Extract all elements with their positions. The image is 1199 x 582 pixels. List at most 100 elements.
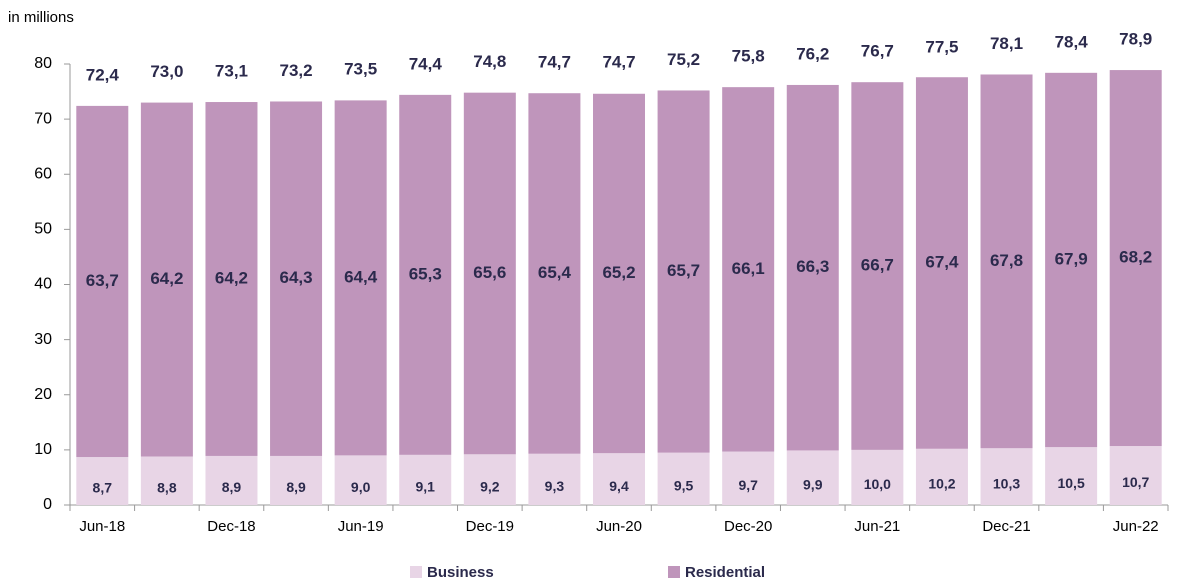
data-label: 9,4 — [609, 478, 629, 494]
data-label: 8,8 — [157, 479, 177, 495]
bar-segment — [786, 450, 839, 505]
total-label: 74,4 — [409, 54, 443, 73]
data-label: 10,0 — [864, 476, 891, 492]
total-label: 75,2 — [667, 50, 700, 69]
data-label: 10,3 — [993, 475, 1020, 491]
data-label: 66,3 — [796, 257, 829, 276]
total-label: 73,2 — [280, 61, 313, 80]
data-label: 64,2 — [150, 269, 183, 288]
bar-segment — [399, 94, 452, 455]
data-label: 8,9 — [222, 479, 242, 495]
y-tick-label: 10 — [34, 441, 52, 458]
bar-segment — [1045, 447, 1098, 505]
bar-segment — [76, 105, 129, 458]
bar-segment — [1109, 446, 1162, 505]
data-label: 65,7 — [667, 261, 700, 280]
legend-label: Residential — [685, 564, 765, 581]
y-tick-label: 30 — [34, 331, 52, 348]
total-label: 73,0 — [150, 62, 183, 81]
bar-segment — [851, 82, 904, 450]
bar-segment — [915, 448, 968, 505]
data-label: 64,4 — [344, 267, 378, 286]
data-label: 64,2 — [215, 268, 248, 287]
data-label: 64,3 — [280, 268, 313, 287]
bar-segment — [334, 455, 387, 505]
bar-segment — [399, 454, 452, 505]
bar-segment — [851, 449, 904, 505]
bar-segment — [1045, 72, 1098, 448]
x-tick-label: Jun-22 — [1113, 518, 1159, 535]
data-label: 65,3 — [409, 264, 442, 283]
data-label: 8,9 — [286, 479, 306, 495]
bar-segment — [463, 454, 516, 505]
bar-segment — [205, 102, 258, 456]
legend-label: Business — [427, 564, 494, 581]
y-tick-label: 50 — [34, 221, 52, 238]
bar-segment — [270, 455, 323, 505]
data-label: 9,1 — [416, 479, 436, 495]
data-label: 9,7 — [738, 477, 758, 493]
total-label: 74,8 — [473, 52, 506, 71]
x-tick-label: Jun-21 — [854, 518, 900, 535]
data-label: 66,7 — [861, 256, 894, 275]
bar-segment — [1109, 70, 1162, 447]
bar-segment — [980, 448, 1033, 505]
total-label: 73,5 — [344, 59, 377, 78]
bar-segment — [722, 451, 775, 505]
total-label: 74,7 — [538, 53, 571, 72]
bar-segment — [980, 74, 1033, 449]
total-label: 73,1 — [215, 62, 248, 81]
total-label: 76,2 — [796, 44, 829, 63]
data-label: 65,6 — [473, 263, 506, 282]
x-tick-label: Jun-18 — [79, 518, 125, 535]
bar-segment — [528, 453, 581, 505]
data-label: 68,2 — [1119, 248, 1152, 267]
bar-segment — [140, 102, 193, 457]
legend-swatch — [668, 566, 680, 578]
bar-segment — [76, 457, 129, 505]
total-label: 75,8 — [732, 47, 765, 66]
data-label: 9,2 — [480, 478, 500, 494]
bar-segment — [657, 452, 710, 505]
data-label: 66,1 — [732, 259, 765, 278]
x-tick-label: Jun-19 — [338, 518, 384, 535]
data-label: 10,7 — [1122, 474, 1149, 490]
data-label: 9,5 — [674, 478, 694, 494]
bar-segment — [657, 90, 710, 453]
bar-segment — [915, 77, 968, 449]
x-tick-label: Dec-20 — [724, 518, 772, 535]
data-label: 67,8 — [990, 251, 1023, 270]
data-label: 67,9 — [1055, 249, 1088, 268]
y-tick-label: 60 — [34, 165, 52, 182]
x-tick-label: Dec-19 — [466, 518, 514, 535]
bar-segment — [528, 93, 581, 454]
total-label: 78,9 — [1119, 30, 1152, 49]
data-label: 63,7 — [86, 271, 119, 290]
bar-segment — [463, 92, 516, 455]
total-label: 76,7 — [861, 42, 894, 61]
bar-segment — [270, 101, 323, 456]
x-tick-label: Dec-21 — [982, 518, 1030, 535]
bar-segment — [593, 453, 645, 505]
data-label: 9,3 — [545, 478, 565, 494]
x-tick-label: Dec-18 — [207, 518, 255, 535]
bar-segment — [140, 456, 193, 505]
data-label: 65,2 — [602, 263, 635, 282]
y-tick-label: 20 — [34, 386, 52, 403]
total-label: 77,5 — [925, 37, 958, 56]
bar-segment — [722, 87, 775, 452]
y-axis-label: in millions — [8, 9, 74, 26]
data-label: 67,4 — [925, 252, 959, 271]
x-tick-label: Jun-20 — [596, 518, 642, 535]
y-tick-label: 40 — [34, 276, 52, 293]
y-tick-label: 80 — [34, 55, 52, 72]
data-label: 9,0 — [351, 479, 371, 495]
data-label: 8,7 — [93, 480, 113, 496]
bar-segment — [786, 84, 839, 451]
total-label: 74,7 — [602, 53, 635, 72]
data-label: 10,2 — [928, 476, 955, 492]
data-label: 9,9 — [803, 476, 823, 492]
total-label: 72,4 — [86, 65, 120, 84]
y-tick-label: 70 — [34, 110, 52, 127]
